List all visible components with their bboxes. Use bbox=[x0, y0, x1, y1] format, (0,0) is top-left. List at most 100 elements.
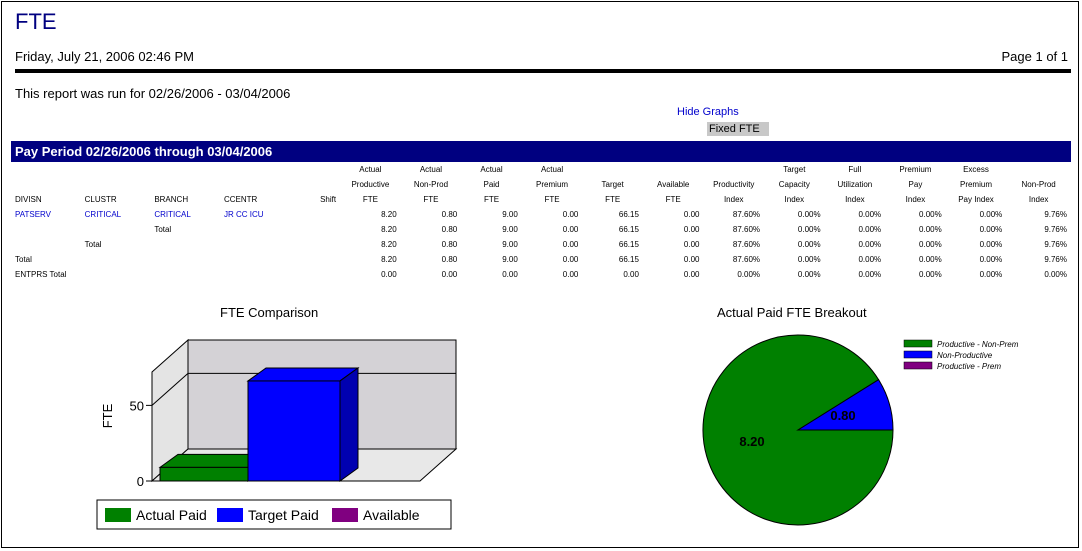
table-cell: Total bbox=[154, 225, 172, 234]
fte-comparison-chart: 0 50 FTE Actual Paid Target Paid Available bbox=[96, 338, 458, 530]
table-cell: Total bbox=[84, 240, 102, 249]
table-row: Total 8.20 0.80 9.00 0.00 66.15 0.00 87.60% 0.00… bbox=[11, 237, 1071, 252]
table-cell: 0.00 bbox=[381, 270, 397, 279]
page-number: Page 1 of 1 bbox=[1001, 49, 1069, 64]
legend-label: Target Paid bbox=[248, 507, 319, 523]
column-header: Excess bbox=[963, 165, 989, 174]
column-header: Non-Prod bbox=[1021, 180, 1056, 189]
table-header-row: DIVISN CLUSTR BRANCH CCENTR Shift FTE FTE FTE FT… bbox=[11, 192, 1071, 207]
table-cell: 0.00% bbox=[979, 225, 1003, 234]
bar-top-target-paid bbox=[246, 367, 360, 382]
pie-legend-swatch bbox=[903, 361, 933, 370]
legend-label: Available bbox=[363, 507, 420, 523]
bar-target-paid bbox=[247, 380, 341, 482]
table-cell: 0.80 bbox=[441, 210, 458, 219]
table-header-row: Productive Non-Prod Paid Premium Target Avail… bbox=[11, 177, 1071, 192]
table-cell[interactable]: CRITICAL bbox=[84, 210, 122, 219]
table-cell: 66.15 bbox=[618, 210, 639, 219]
column-header: CLUSTR bbox=[84, 195, 117, 204]
table-cell: 8.20 bbox=[381, 255, 397, 264]
table-cell: 0.80 bbox=[441, 255, 458, 264]
table-cell: 0.00 bbox=[562, 240, 579, 249]
table-cell[interactable]: PATSERV bbox=[15, 210, 52, 219]
table-cell: 0.00 bbox=[683, 225, 700, 234]
header-divider bbox=[15, 69, 1071, 73]
column-header: Index bbox=[845, 195, 865, 204]
column-header: Pay bbox=[908, 180, 923, 189]
table-cell: 0.00% bbox=[979, 240, 1003, 249]
table-cell: 66.15 bbox=[618, 240, 639, 249]
table-cell: 0.00% bbox=[858, 240, 882, 249]
table-cell[interactable]: CRITICAL bbox=[154, 210, 191, 219]
table-cell: 0.00% bbox=[919, 210, 942, 219]
pie-legend-label: Productive - Prem bbox=[937, 362, 1001, 371]
table-cell[interactable]: JR CC ICU bbox=[223, 210, 264, 219]
pie-legend-label: Productive - Non-Prem bbox=[937, 340, 1019, 349]
table-cell: 0.00 bbox=[683, 240, 700, 249]
table-cell: 0.00 bbox=[502, 270, 518, 279]
table-cell: 0.00% bbox=[919, 225, 942, 234]
report-title: FTE bbox=[15, 9, 57, 34]
table-cell: 0.00% bbox=[858, 255, 882, 264]
column-header: Full bbox=[848, 165, 862, 174]
hide-graphs-link[interactable]: Hide Graphs bbox=[677, 106, 739, 118]
table-cell: 8.20 bbox=[381, 210, 397, 219]
column-header: FTE bbox=[544, 195, 560, 204]
table-cell: 8.20 bbox=[381, 240, 397, 249]
table-cell: 0.00 bbox=[562, 270, 579, 279]
pie-slice-label: 8.20 bbox=[739, 434, 764, 449]
column-header: Actual bbox=[419, 165, 443, 174]
table-cell: 0.00% bbox=[797, 270, 821, 279]
table-cell: 0.00% bbox=[737, 270, 761, 279]
table-cell: 0.00 bbox=[683, 255, 700, 264]
column-header: CCENTR bbox=[223, 195, 258, 204]
table-cell: 9.00 bbox=[502, 255, 518, 264]
column-header: Productivity bbox=[713, 180, 755, 189]
table-cell: 9.00 bbox=[502, 225, 518, 234]
bar-actual-paid bbox=[159, 466, 249, 482]
column-header: Target bbox=[783, 165, 806, 174]
column-header: Target bbox=[601, 180, 624, 189]
table-cell: 0.00 bbox=[683, 210, 700, 219]
column-header: Index bbox=[784, 195, 805, 204]
column-header: FTE bbox=[665, 195, 681, 204]
run-date: Friday, July 21, 2006 02:46 PM bbox=[15, 49, 194, 64]
pie-legend-swatch bbox=[903, 350, 933, 359]
table-cell: 0.00% bbox=[797, 240, 821, 249]
table-cell: 0.00% bbox=[979, 210, 1003, 219]
column-header: Index bbox=[1028, 195, 1049, 204]
column-header: Utilization bbox=[837, 180, 873, 189]
column-header: FTE bbox=[362, 195, 378, 204]
table-cell: 0.00% bbox=[797, 210, 821, 219]
table-cell: ENTPRS Total bbox=[15, 270, 67, 279]
column-header: Premium bbox=[899, 165, 932, 174]
y-tick-label: 50 bbox=[130, 398, 144, 413]
column-header: BRANCH bbox=[154, 195, 189, 204]
table-header-row: Actual Actual Actual Actual Target Full Premiu… bbox=[11, 162, 1071, 177]
table-cell: 0.00% bbox=[858, 225, 882, 234]
column-header: Capacity bbox=[778, 180, 810, 189]
column-header: Index bbox=[905, 195, 926, 204]
gridline bbox=[151, 373, 189, 406]
table-cell: 87.60% bbox=[732, 210, 761, 219]
table-cell: 0.80 bbox=[441, 225, 458, 234]
table-cell: 87.60% bbox=[732, 255, 761, 264]
pie-chart-title: Actual Paid FTE Breakout bbox=[717, 305, 867, 320]
pie-slice-non-productive bbox=[796, 378, 894, 431]
table-cell: 0.00% bbox=[979, 255, 1003, 264]
table-row: PATSERV CRITICAL CRITICAL JR CC ICU 8.20 0.80… bbox=[11, 207, 1071, 222]
table-row: Total 8.20 0.80 9.00 0.00 66.15 0.00 87.60% 0.00… bbox=[11, 222, 1071, 237]
legend-label: Actual Paid bbox=[136, 507, 207, 523]
table-cell: 0.00% bbox=[858, 270, 882, 279]
column-header: Actual bbox=[540, 165, 564, 174]
legend-swatch bbox=[217, 508, 243, 522]
pie-legend-label: Non-Productive bbox=[937, 351, 993, 360]
table-cell: 9.76% bbox=[1044, 255, 1067, 264]
table-cell: 0.00% bbox=[858, 210, 882, 219]
table-cell: Total bbox=[15, 255, 32, 264]
table-cell: 9.76% bbox=[1044, 225, 1067, 234]
table-cell: 8.20 bbox=[381, 225, 397, 234]
pie-slice-label: 0.80 bbox=[830, 408, 855, 423]
fixed-fte-button[interactable]: Fixed FTE bbox=[707, 122, 769, 136]
